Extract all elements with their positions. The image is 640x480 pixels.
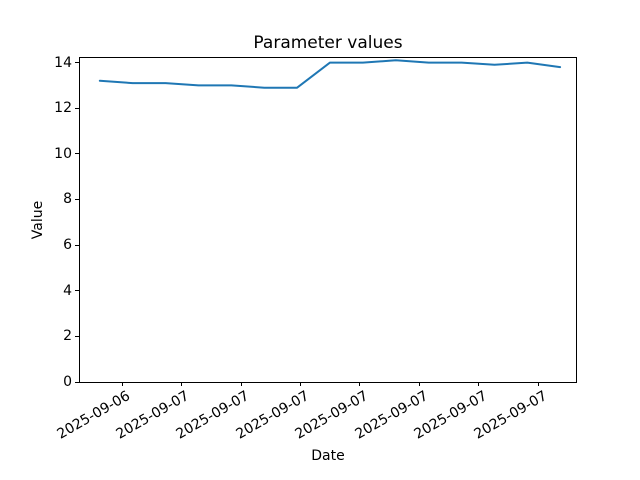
y-tick-label: 10: [54, 145, 72, 162]
y-tick-label: 2: [63, 328, 72, 345]
chart-title: Parameter values: [253, 33, 403, 53]
y-tick-label: 6: [63, 237, 72, 254]
y-tick-label: 12: [54, 100, 72, 117]
y-tick-mark: [75, 107, 79, 109]
y-tick-mark: [75, 198, 79, 200]
y-tick-mark: [75, 290, 79, 292]
x-tick-mark: [538, 382, 539, 386]
y-tick-mark: [75, 244, 79, 246]
y-axis-label: Value: [30, 200, 46, 240]
y-tick-label: 14: [54, 54, 72, 71]
x-tick-mark: [121, 382, 123, 386]
x-tick-mark: [180, 382, 182, 386]
y-tick-label: 4: [63, 282, 72, 299]
y-tick-label: 0: [63, 374, 72, 390]
y-tick-mark: [75, 381, 79, 383]
series-polyline: [98, 59, 562, 89]
x-tick-mark: [419, 382, 420, 386]
y-tick-mark: [75, 62, 79, 64]
y-tick-label: 8: [63, 191, 72, 208]
plot-canvas: [98, 59, 562, 89]
x-tick-mark: [240, 382, 242, 386]
x-tick-mark: [300, 382, 302, 386]
y-tick-mark: [75, 335, 79, 337]
x-tick-mark: [359, 382, 361, 386]
plot-area: [79, 57, 577, 383]
x-axis-label: Date: [311, 448, 345, 464]
y-tick-mark: [75, 153, 79, 155]
x-tick-mark: [478, 382, 480, 386]
